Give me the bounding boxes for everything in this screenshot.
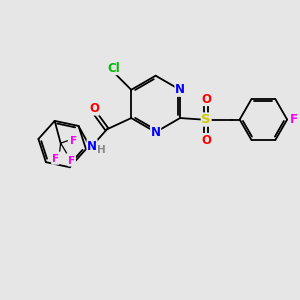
Text: F: F [68, 156, 76, 166]
Text: F: F [70, 136, 77, 146]
Text: Cl: Cl [107, 61, 120, 75]
Text: N: N [151, 126, 160, 139]
Text: O: O [201, 92, 211, 106]
Text: S: S [201, 113, 211, 126]
Text: F: F [52, 154, 59, 164]
Text: O: O [89, 102, 99, 115]
Text: F: F [290, 113, 298, 126]
Text: N: N [175, 83, 185, 96]
Text: O: O [201, 134, 211, 146]
Text: N: N [87, 140, 97, 153]
Text: H: H [98, 145, 106, 155]
